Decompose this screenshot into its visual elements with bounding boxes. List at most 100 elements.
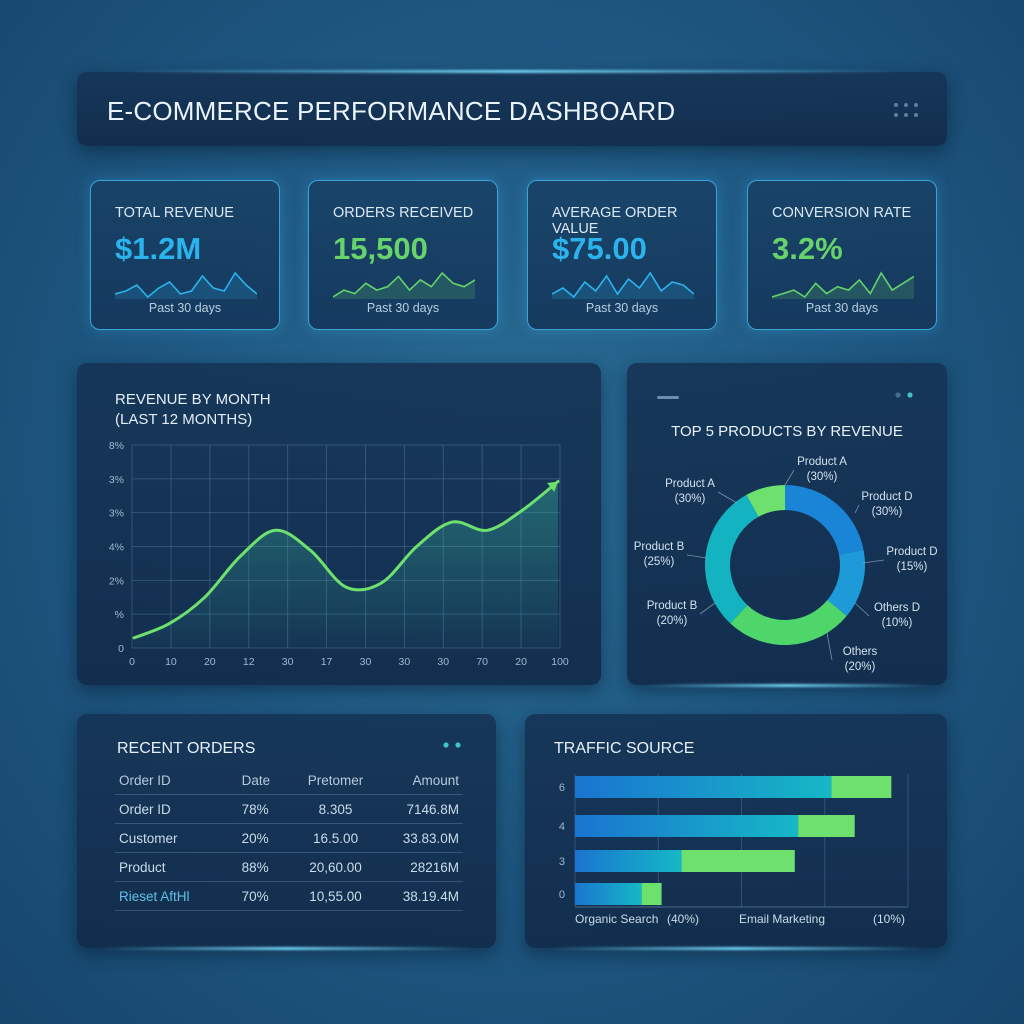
- y-tick-label: %: [115, 609, 124, 621]
- legend-label: (40%): [667, 912, 699, 926]
- kpi-value: $75.00: [552, 231, 647, 266]
- panel-title: TRAFFIC SOURCE: [554, 740, 695, 757]
- kpi-period: Past 30 days: [366, 301, 440, 315]
- slice-leader-line: [862, 559, 885, 564]
- legend-label: Email Marketing: [739, 912, 825, 926]
- x-tick-label: 20: [204, 656, 216, 668]
- traffic-bar-secondary[interactable]: [831, 776, 892, 798]
- traffic-bar-secondary[interactable]: [681, 850, 795, 872]
- table-cell: 20,60.00: [292, 852, 379, 882]
- table-link-cell[interactable]: Rieset AftHl: [115, 881, 238, 911]
- slice-leader-line: [699, 602, 716, 615]
- traffic-bar-primary[interactable]: [575, 850, 682, 872]
- y-tick-label: 0: [118, 643, 124, 655]
- kpi-value: 15,500: [333, 231, 428, 266]
- donut-slice[interactable]: [827, 550, 865, 616]
- kpi-sparkline: [772, 271, 914, 299]
- revenue-series-line: [132, 480, 560, 640]
- table-cell: 7146.8M: [378, 794, 463, 824]
- trend-arrow-icon: [547, 481, 558, 492]
- y-tick-label: 0: [559, 889, 565, 901]
- y-tick-label: 4: [559, 821, 565, 833]
- slice-label: Product D: [886, 546, 937, 558]
- sparkline-line: [552, 271, 694, 299]
- x-tick-label: 12: [243, 656, 255, 668]
- table-row[interactable]: Order ID 78% 8.305 7146.8M: [115, 794, 463, 824]
- table-cell: 10,55.00: [292, 881, 379, 911]
- kpi-card-orders-received[interactable]: ORDERS RECEIVED 15,500 Past 30 days: [308, 180, 498, 330]
- y-tick-label: 3%: [109, 508, 124, 520]
- table-row[interactable]: Product 88% 20,60.00 28216M: [115, 852, 463, 882]
- sparkline-line: [333, 271, 475, 298]
- kpi-card-average-order-value[interactable]: AVERAGE ORDER VALUE $75.00 Past 30 days: [527, 180, 717, 330]
- slice-leader-line: [854, 602, 870, 617]
- x-tick-label: 10: [165, 656, 177, 668]
- column-header[interactable]: Order ID: [115, 766, 238, 795]
- traffic-bar-primary[interactable]: [575, 815, 799, 837]
- chart-title: REVENUE BY MONTH: [115, 391, 271, 408]
- y-tick-label: 2%: [109, 575, 124, 587]
- x-tick-label: 30: [360, 656, 372, 668]
- traffic-bar-secondary[interactable]: [641, 883, 662, 905]
- revenue-by-month-panel: 0% 2% 4% 3% 3% 8% 0 10 20 12 30 17 30 30 30 70 20 100 REV…: [77, 363, 601, 685]
- donut-slice[interactable]: [746, 485, 785, 517]
- traffic-bar-primary[interactable]: [575, 883, 642, 905]
- slice-percent: (30%): [807, 471, 838, 483]
- status-dots-icon[interactable]: [441, 740, 467, 750]
- table-cell: Customer: [115, 823, 238, 853]
- kpi-period: Past 30 days: [585, 301, 659, 315]
- slice-percent: (30%): [872, 506, 903, 518]
- slice-percent: (25%): [644, 556, 675, 568]
- table-cell: Product: [115, 852, 238, 882]
- slice-percent: (20%): [657, 615, 688, 627]
- table-cell: 8.305: [292, 794, 379, 824]
- table-row[interactable]: Customer 20% 16.5.00 33.83.0M: [115, 823, 463, 853]
- y-tick-label: 4%: [109, 542, 124, 554]
- sparkline-line: [772, 271, 914, 299]
- donut-slice[interactable]: [785, 485, 864, 555]
- x-tick-label: 100: [551, 656, 569, 668]
- sparkline-line: [115, 271, 257, 299]
- column-header[interactable]: Date: [237, 766, 293, 795]
- dashboard-header: E-COMMERCE PERFORMANCE DASHBOARD: [77, 72, 947, 146]
- panel-title: RECENT ORDERS: [117, 740, 256, 757]
- kpi-sparkline: [552, 271, 694, 299]
- traffic-source-panel: TRAFFIC SOURCE 6 4 3 0 Organic Search (40%) Em…: [525, 714, 947, 948]
- slice-percent: (30%): [675, 493, 706, 505]
- column-header[interactable]: Pretomer: [292, 766, 379, 795]
- table-cell: 88%: [237, 852, 293, 882]
- slice-leader-line: [717, 491, 738, 504]
- status-dots-icon[interactable]: [893, 390, 917, 400]
- top-products-panel: TOP 5 PRODUCTS BY REVENUE Product A (30%)…: [627, 363, 947, 685]
- x-tick-label: 30: [437, 656, 449, 668]
- slice-label: Product B: [634, 541, 685, 553]
- revenue-line-chart: 0% 2% 4% 3% 3% 8% 0 10 20 12 30 17 30 30 30 70 20 100: [109, 440, 569, 668]
- table-row[interactable]: Rieset AftHl 70% 10,55.00 38.19.4M: [115, 881, 463, 911]
- x-tick-label: 17: [321, 656, 333, 668]
- kpi-sparkline: [333, 271, 475, 299]
- donut-slice[interactable]: [730, 600, 847, 645]
- column-header[interactable]: Amount: [378, 766, 463, 795]
- table-cell: 28216M: [378, 852, 463, 882]
- slice-leader-line: [686, 554, 708, 559]
- slice-percent: (20%): [845, 661, 876, 673]
- kpi-period: Past 30 days: [148, 301, 222, 315]
- sparkline-area: [115, 273, 257, 299]
- line-area-fill: [134, 481, 558, 648]
- x-tick-label: 30: [399, 656, 411, 668]
- traffic-bar-primary[interactable]: [575, 776, 832, 798]
- minimize-icon[interactable]: [657, 395, 681, 401]
- kpi-card-conversion-rate[interactable]: CONVERSION RATE 3.2% Past 30 days: [747, 180, 937, 330]
- recent-orders-panel: RECENT ORDERS Order ID Date Pretomer Amo…: [77, 714, 496, 948]
- x-tick-label: 70: [476, 656, 488, 668]
- kpi-label: CONVERSION RATE: [772, 205, 912, 221]
- legend-label: Organic Search: [575, 912, 658, 926]
- traffic-bar-chart: 6 4 3 0 Organic Search (40%) Email Marketing (1…: [559, 774, 909, 926]
- traffic-bar-secondary[interactable]: [798, 815, 855, 837]
- sparkline-area: [333, 273, 475, 299]
- page-title: E-COMMERCE PERFORMANCE DASHBOARD: [107, 96, 676, 126]
- grid-dots-icon[interactable]: [893, 102, 919, 118]
- kpi-card-total-revenue[interactable]: TOTAL REVENUE $1.2M Past 30 days: [90, 180, 280, 330]
- donut-slice[interactable]: [705, 494, 759, 624]
- kpi-label: AVERAGE ORDER VALUE: [552, 205, 678, 237]
